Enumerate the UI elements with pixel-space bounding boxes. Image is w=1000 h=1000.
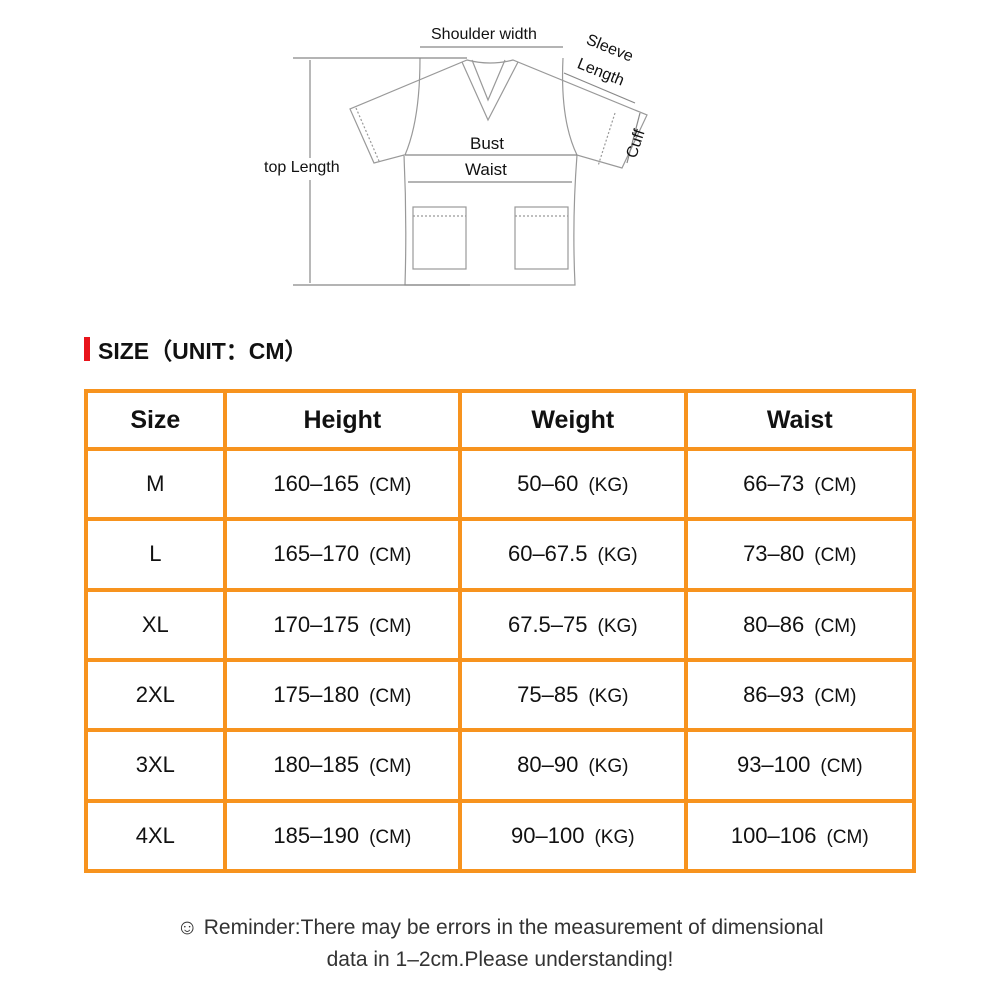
height-value: 165–170 (273, 541, 360, 567)
cell-waist: 100–106 (CM) (683, 798, 917, 874)
size-value: XL (141, 611, 169, 637)
pocket-left (412, 206, 467, 270)
weight-unit: (KG) (597, 615, 638, 637)
cell-size: L (84, 517, 227, 592)
reminder-line1: Reminder:There may be errors in the meas… (203, 916, 824, 939)
cell-height: 160–165 (CM) (222, 446, 463, 522)
cell-waist: 86–93 (CM) (683, 657, 917, 733)
label-waist: Waist (465, 160, 507, 179)
weight-value: 67.5–75 (507, 611, 588, 637)
reminder-line2: data in 1–2cm.Please understanding! (326, 948, 674, 971)
weight-value: 90–100 (511, 822, 585, 848)
weight-value: 80–90 (517, 752, 579, 778)
header-height: Height (222, 389, 463, 451)
table-row: 3XL 180–185 (CM) 80–90 (KG) 93–100 (CM) (84, 728, 917, 803)
height-unit: (CM) (369, 686, 412, 708)
cell-waist: 73–80 (CM) (683, 517, 917, 592)
title-marker (84, 337, 90, 361)
weight-unit: (KG) (588, 686, 629, 708)
cell-height: 185–190 (CM) (222, 798, 463, 874)
section-title-text: SIZE（UNIT：CM） (98, 338, 308, 364)
label-top-length: top Length (264, 159, 340, 176)
height-unit: (CM) (369, 756, 412, 778)
label-bust: Bust (470, 134, 505, 153)
weight-value: 75–85 (517, 682, 579, 708)
cell-size: M (84, 446, 227, 522)
height-value: 170–175 (273, 611, 360, 637)
size-value: 4XL (135, 822, 175, 848)
cell-weight: 67.5–75 (KG) (458, 587, 688, 662)
label-shoulder-width: Shoulder width (431, 26, 537, 43)
waist-unit: (CM) (814, 475, 857, 497)
waist-unit: (CM) (814, 686, 857, 708)
height-unit: (CM) (369, 475, 412, 497)
waist-unit: (CM) (814, 615, 857, 637)
height-value: 175–180 (273, 682, 360, 708)
waist-unit: (CM) (814, 545, 857, 567)
weight-unit: (KG) (588, 475, 629, 497)
cell-weight: 60–67.5 (KG) (458, 517, 688, 592)
weight-value: 60–67.5 (507, 541, 588, 567)
height-value: 185–190 (273, 822, 360, 848)
shirt-diagram (293, 46, 648, 286)
cell-height: 175–180 (CM) (222, 657, 463, 733)
weight-unit: (KG) (597, 545, 638, 567)
height-unit: (CM) (369, 615, 412, 637)
size-value: 3XL (135, 752, 175, 778)
shirt-collar (461, 59, 519, 122)
table-row: 4XL 185–190 (CM) 90–100 (KG) 100–106 (CM) (84, 798, 917, 874)
header-row: Size Height Weight Waist (84, 389, 917, 451)
waist-unit: (CM) (826, 826, 869, 848)
waist-unit: (CM) (820, 756, 863, 778)
table-row: 2XL 175–180 (CM) 75–85 (KG) 86–93 (CM) (84, 657, 917, 733)
cell-height: 180–185 (CM) (222, 728, 463, 803)
smiley-icon: ☺ (176, 916, 198, 939)
pocket-right (514, 206, 569, 270)
size-value: 2XL (135, 682, 175, 708)
header-waist: Waist (683, 389, 917, 451)
cell-waist: 66–73 (CM) (683, 446, 917, 522)
waist-value: 80–86 (743, 611, 805, 637)
waist-value: 66–73 (743, 471, 805, 497)
reminder: ☺ Reminder:There may be errors in the me… (0, 912, 1000, 976)
cell-weight: 80–90 (KG) (458, 728, 688, 803)
cell-weight: 75–85 (KG) (458, 657, 688, 733)
size-value: L (149, 541, 162, 567)
size-table: Size Height Weight Waist M 160–165 (CM) 50–… (84, 389, 917, 874)
weight-unit: (KG) (594, 826, 635, 848)
waist-value: 73–80 (743, 541, 805, 567)
size-value: M (146, 471, 165, 497)
table-row: M 160–165 (CM) 50–60 (KG) 66–73 (CM) (84, 446, 917, 522)
section-title: SIZE（UNIT：CM） (84, 332, 308, 366)
weight-value: 50–60 (517, 471, 579, 497)
height-unit: (CM) (369, 545, 412, 567)
waist-value: 86–93 (743, 682, 805, 708)
cell-size: 2XL (84, 657, 227, 733)
header-size: Size (84, 389, 227, 451)
cell-size: XL (84, 587, 227, 662)
cell-waist: 80–86 (CM) (683, 587, 917, 662)
height-unit: (CM) (369, 826, 412, 848)
cell-weight: 90–100 (KG) (458, 798, 688, 874)
cell-weight: 50–60 (KG) (458, 446, 688, 522)
cell-size: 3XL (84, 728, 227, 803)
cell-height: 170–175 (CM) (222, 587, 463, 662)
waist-value: 100–106 (730, 822, 817, 848)
waist-value: 93–100 (736, 752, 811, 778)
cell-height: 165–170 (CM) (222, 517, 463, 592)
height-value: 160–165 (273, 471, 360, 497)
cell-size: 4XL (84, 798, 227, 874)
weight-unit: (KG) (588, 756, 629, 778)
table-row: L 165–170 (CM) 60–67.5 (KG) 73–80 (CM) (84, 517, 917, 592)
header-weight: Weight (458, 389, 688, 451)
cell-waist: 93–100 (CM) (683, 728, 917, 803)
height-value: 180–185 (273, 752, 360, 778)
table-row: XL 170–175 (CM) 67.5–75 (KG) 80–86 (CM) (84, 587, 917, 662)
